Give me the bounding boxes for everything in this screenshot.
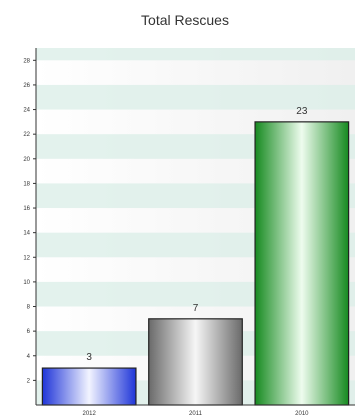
y-tick-label: 14 bbox=[23, 231, 30, 237]
grid-band bbox=[36, 48, 355, 61]
bar bbox=[41, 367, 137, 406]
y-tick-label: 22 bbox=[23, 132, 30, 138]
y-tick-label: 26 bbox=[23, 83, 30, 89]
data-label: 7 bbox=[193, 303, 199, 314]
y-tick-label: 18 bbox=[23, 181, 30, 187]
y-tick-label: 12 bbox=[23, 255, 30, 261]
bar bbox=[254, 121, 350, 406]
chart-title: Total Rescues bbox=[141, 12, 229, 28]
y-tick-label: 4 bbox=[27, 354, 31, 360]
y-tick-label: 6 bbox=[27, 329, 31, 335]
x-tick-label: 2010 bbox=[295, 411, 309, 417]
bar bbox=[148, 318, 243, 406]
data-label: 3 bbox=[86, 352, 92, 363]
y-tick-label: 2 bbox=[27, 378, 31, 384]
y-tick-label: 8 bbox=[27, 305, 31, 311]
x-tick-label: 2012 bbox=[82, 411, 96, 417]
y-tick-label: 24 bbox=[23, 108, 30, 114]
grid-band bbox=[36, 84, 355, 110]
data-label: 23 bbox=[296, 106, 308, 117]
y-tick-label: 28 bbox=[23, 58, 30, 64]
bars: 3 7 23 bbox=[41, 106, 350, 406]
x-axis: 2012 2011 2010 bbox=[36, 404, 355, 417]
y-tick-label: 10 bbox=[23, 280, 30, 286]
y-tick-label: 16 bbox=[23, 206, 30, 212]
x-tick-label: 2011 bbox=[189, 411, 203, 417]
y-tick-label: 20 bbox=[23, 157, 30, 163]
